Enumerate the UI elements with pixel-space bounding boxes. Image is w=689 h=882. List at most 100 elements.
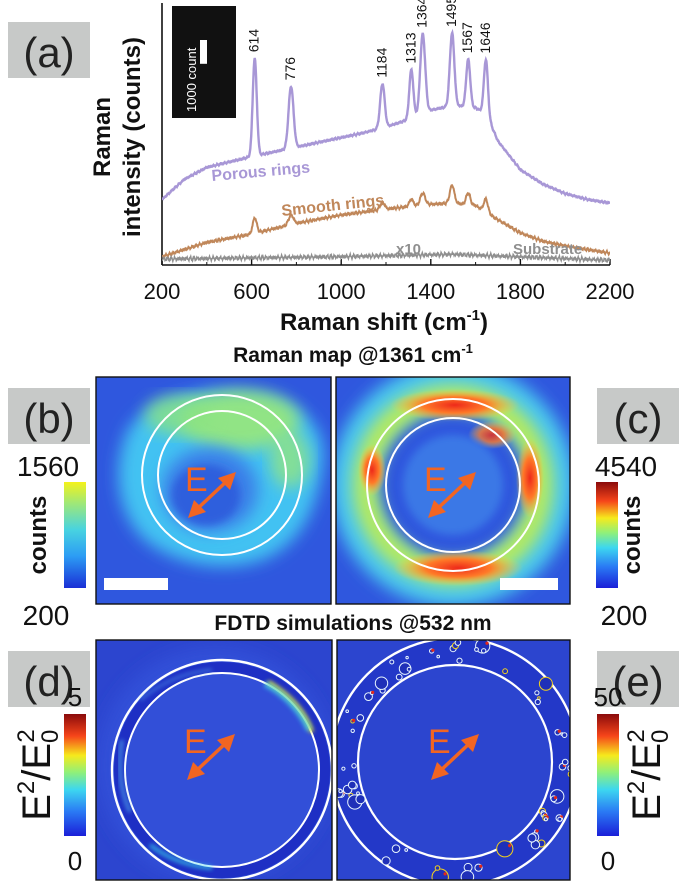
panel-label-c: (c)	[614, 395, 663, 442]
x-tick-label: 1400	[406, 279, 455, 304]
colorbar-c-min: 200	[601, 600, 648, 631]
hotspot	[371, 690, 375, 695]
series-annotation-x10: x10	[396, 241, 421, 258]
peak-label: 1364	[414, 0, 430, 28]
hotspot	[431, 648, 435, 652]
pore	[567, 764, 570, 772]
panel-label-b-bg	[8, 388, 90, 444]
panel-c: (c) E 4540 200 counts	[335, 376, 679, 631]
series-label-substrate: Substrate	[513, 241, 582, 258]
map-scale-bar-c	[500, 578, 558, 590]
field-label-b: E	[185, 461, 208, 499]
x-tick-label: 1000	[317, 279, 366, 304]
panel-label-a-bg	[8, 22, 90, 78]
pore	[338, 789, 343, 794]
peak-label: 1567	[459, 22, 475, 53]
pore	[351, 763, 357, 769]
hotspot	[352, 718, 356, 723]
pore	[431, 868, 449, 880]
panel-label-e-bg	[597, 651, 679, 707]
colorbar-e-max: 50	[594, 682, 623, 712]
pore	[364, 692, 373, 701]
pore	[534, 698, 541, 706]
hotspot	[508, 844, 512, 848]
pore	[538, 676, 553, 691]
series-line-smooth-rings	[162, 183, 610, 259]
panel-label-b: (b)	[23, 395, 74, 442]
pore	[543, 817, 548, 822]
peak-label: 1495	[443, 0, 459, 27]
pores	[337, 640, 570, 880]
panel-label-d-bg	[8, 651, 90, 707]
panel-d: (d) E 5 0 E2/E02	[8, 639, 333, 881]
hotspot	[557, 729, 561, 733]
colorbar-b	[64, 482, 86, 588]
pore	[347, 780, 357, 790]
fdtd-title: FDTD simulations @532 nm	[214, 612, 491, 635]
peak-label: 1184	[373, 47, 389, 77]
pore	[502, 668, 509, 675]
colorbar-d-max: 5	[68, 682, 82, 712]
pore	[460, 870, 475, 880]
scale-bar-label: 1000 count	[184, 47, 199, 112]
x-tick-label: 600	[233, 279, 270, 304]
peak-label: 1646	[477, 22, 493, 53]
pore	[434, 865, 441, 871]
pore	[527, 833, 537, 843]
pore	[534, 690, 540, 696]
x-ticks: 200 600 1000 1400 1800 2200	[144, 259, 634, 304]
x-tick-label: 200	[144, 279, 181, 304]
raman-map-porous	[96, 377, 331, 604]
pore	[456, 657, 463, 664]
pore	[381, 856, 391, 866]
pore	[404, 848, 409, 852]
pore	[406, 666, 412, 672]
pore	[481, 648, 487, 654]
colorbar-b-label: counts	[25, 496, 52, 575]
colorbar-d-label: E2/E02	[13, 729, 64, 821]
map-scale-bar-b	[104, 578, 168, 590]
field-arrow-e	[431, 734, 479, 780]
series-line-porous-rings	[162, 28, 610, 205]
colorbar-b-max: 1560	[17, 451, 79, 482]
hotspot	[553, 796, 558, 800]
hotspot	[443, 872, 447, 876]
peak-label: 614	[246, 29, 262, 53]
peak-label: 776	[282, 57, 298, 81]
raman-map-smooth	[336, 377, 570, 604]
field-arrow-b	[188, 472, 236, 518]
pore	[350, 728, 355, 733]
panel-label-a: (a)	[23, 29, 74, 76]
pore	[391, 844, 401, 854]
pore	[557, 816, 563, 822]
pore	[356, 791, 360, 796]
hotspot	[479, 864, 483, 868]
colorbar-b-min: 200	[23, 600, 70, 631]
peak-label: 1313	[402, 32, 418, 63]
panel-b: (b) E 1560 200 counts	[8, 376, 332, 631]
series-line-substrate	[162, 249, 610, 265]
pore	[345, 709, 350, 714]
panel-label-c-bg	[597, 388, 679, 444]
pore	[454, 640, 462, 646]
pore	[496, 840, 514, 858]
colorbar-d-min: 0	[68, 846, 82, 876]
colorbar-c-max: 4540	[595, 451, 657, 482]
scale-bar	[200, 40, 207, 64]
field-label-d: E	[184, 723, 207, 761]
fdtd-map-smooth	[337, 640, 570, 880]
colorbar-e	[597, 714, 619, 836]
pore	[436, 654, 441, 659]
panel-label-d: (d)	[23, 658, 74, 705]
y-axis-label-line2: intensity (counts)	[119, 37, 146, 237]
pore	[405, 655, 409, 660]
x-tick-label: 1800	[496, 279, 545, 304]
field-label-e: E	[428, 723, 451, 761]
panel-a: (a) 200 600 1000 1400 1800 2200 614 776 1184 131…	[8, 0, 634, 336]
pore	[395, 673, 403, 681]
pore	[567, 771, 570, 778]
hotspot	[485, 641, 489, 645]
colorbar-c	[596, 482, 618, 588]
